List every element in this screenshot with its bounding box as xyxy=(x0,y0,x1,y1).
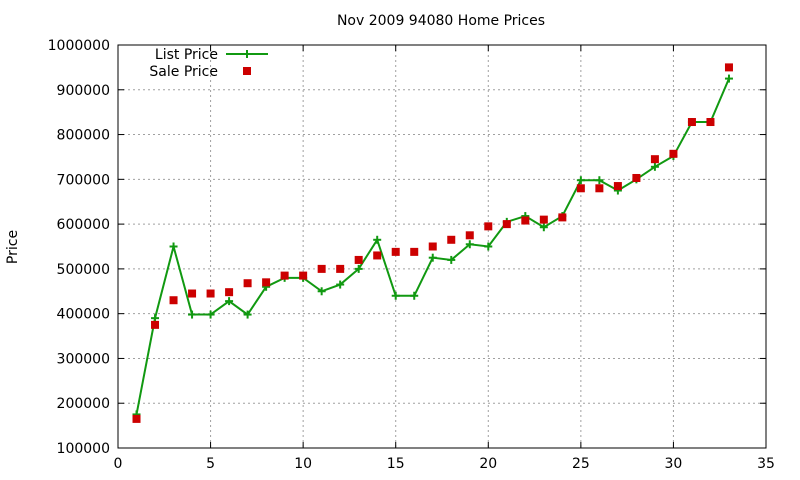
x-tick-label: 5 xyxy=(206,456,215,472)
list-price-point xyxy=(354,264,363,273)
sale-price-point xyxy=(317,264,326,273)
sale-price-point xyxy=(243,279,252,288)
y-tick-label: 600000 xyxy=(57,217,110,233)
sale-price-point xyxy=(539,215,548,224)
y-tick-label: 300000 xyxy=(57,351,110,367)
sale-price-point xyxy=(724,63,733,72)
sale-price-point xyxy=(465,231,474,240)
y-axis-label: Price xyxy=(5,230,21,264)
list-price-point xyxy=(595,176,604,185)
sale-price-point xyxy=(373,251,382,260)
sale-price-point xyxy=(169,296,178,305)
x-tick-label: 25 xyxy=(572,456,590,472)
sale-price-point xyxy=(428,242,437,251)
y-tick-label: 1000000 xyxy=(48,38,110,54)
y-tick-label: 500000 xyxy=(57,262,110,278)
sale-price-point xyxy=(669,149,678,158)
sale-price-point xyxy=(447,235,456,244)
x-tick-label: 0 xyxy=(114,456,123,472)
y-tick-label: 700000 xyxy=(57,172,110,188)
sale-price-point xyxy=(206,289,215,298)
sale-price-point xyxy=(521,216,530,225)
list-price-point xyxy=(447,255,456,264)
y-tick-label: 800000 xyxy=(57,128,110,144)
sale-price-point xyxy=(576,184,585,193)
sale-price-point xyxy=(706,118,715,127)
sale-price-point xyxy=(650,155,659,164)
x-tick-label: 10 xyxy=(294,456,312,472)
list-price-point xyxy=(650,162,659,171)
plot-area xyxy=(132,63,733,423)
sale-price-point xyxy=(132,414,141,423)
y-tick-label: 400000 xyxy=(57,307,110,323)
chart-title: Nov 2009 94080 Home Prices xyxy=(337,13,545,29)
list-price-point xyxy=(428,253,437,262)
list-price-point xyxy=(465,240,474,249)
list-price-point xyxy=(576,176,585,185)
x-tick-label: 20 xyxy=(479,456,497,472)
x-tick-label: 35 xyxy=(757,456,775,472)
list-price-point xyxy=(539,223,548,232)
grid xyxy=(118,45,766,448)
sale-price-point xyxy=(225,288,234,297)
sale-price-point xyxy=(484,222,493,231)
sale-price-point xyxy=(613,182,622,191)
list-price-point xyxy=(151,314,160,323)
sale-price-point xyxy=(188,289,197,298)
sale-price-point xyxy=(354,255,363,264)
sale-price-point xyxy=(502,220,511,229)
list-price-point xyxy=(391,291,400,300)
list-price-point xyxy=(243,310,252,319)
axes: 0 5 10 15 20 25 30 35 100000 200000 300000 400000 50… xyxy=(48,38,775,472)
sale-price-point xyxy=(151,320,160,329)
plot-frame xyxy=(117,44,767,449)
list-price-point xyxy=(484,242,493,251)
list-price-point xyxy=(188,310,197,319)
legend-marker-sale-price xyxy=(243,67,251,75)
sale-price-point xyxy=(336,264,345,273)
x-tick-label: 30 xyxy=(665,456,683,472)
sale-price-point xyxy=(558,213,567,222)
list-price-point xyxy=(317,287,326,296)
sale-price-point xyxy=(262,278,271,287)
list-price-point xyxy=(410,291,419,300)
sale-price-point xyxy=(632,173,641,182)
sale-price-point xyxy=(391,247,400,256)
x-tick-label: 15 xyxy=(387,456,405,472)
list-price-point xyxy=(373,235,382,244)
y-tick-label: 200000 xyxy=(57,396,110,412)
sale-price-point xyxy=(595,184,604,193)
sale-price-point xyxy=(280,271,289,280)
list-price-point xyxy=(169,242,178,251)
list-price-point xyxy=(206,310,215,319)
legend-label-sale-price: Sale Price xyxy=(149,64,218,80)
sale-price-point xyxy=(687,118,696,127)
list-price-point xyxy=(336,280,345,289)
legend-label-list-price: List Price xyxy=(155,47,218,63)
list-price-point xyxy=(724,74,733,83)
list-price-point xyxy=(225,297,234,306)
y-tick-label: 100000 xyxy=(57,441,110,457)
y-tick-label: 900000 xyxy=(57,83,110,99)
sale-price-point xyxy=(299,271,308,280)
sale-price-point xyxy=(410,247,419,256)
